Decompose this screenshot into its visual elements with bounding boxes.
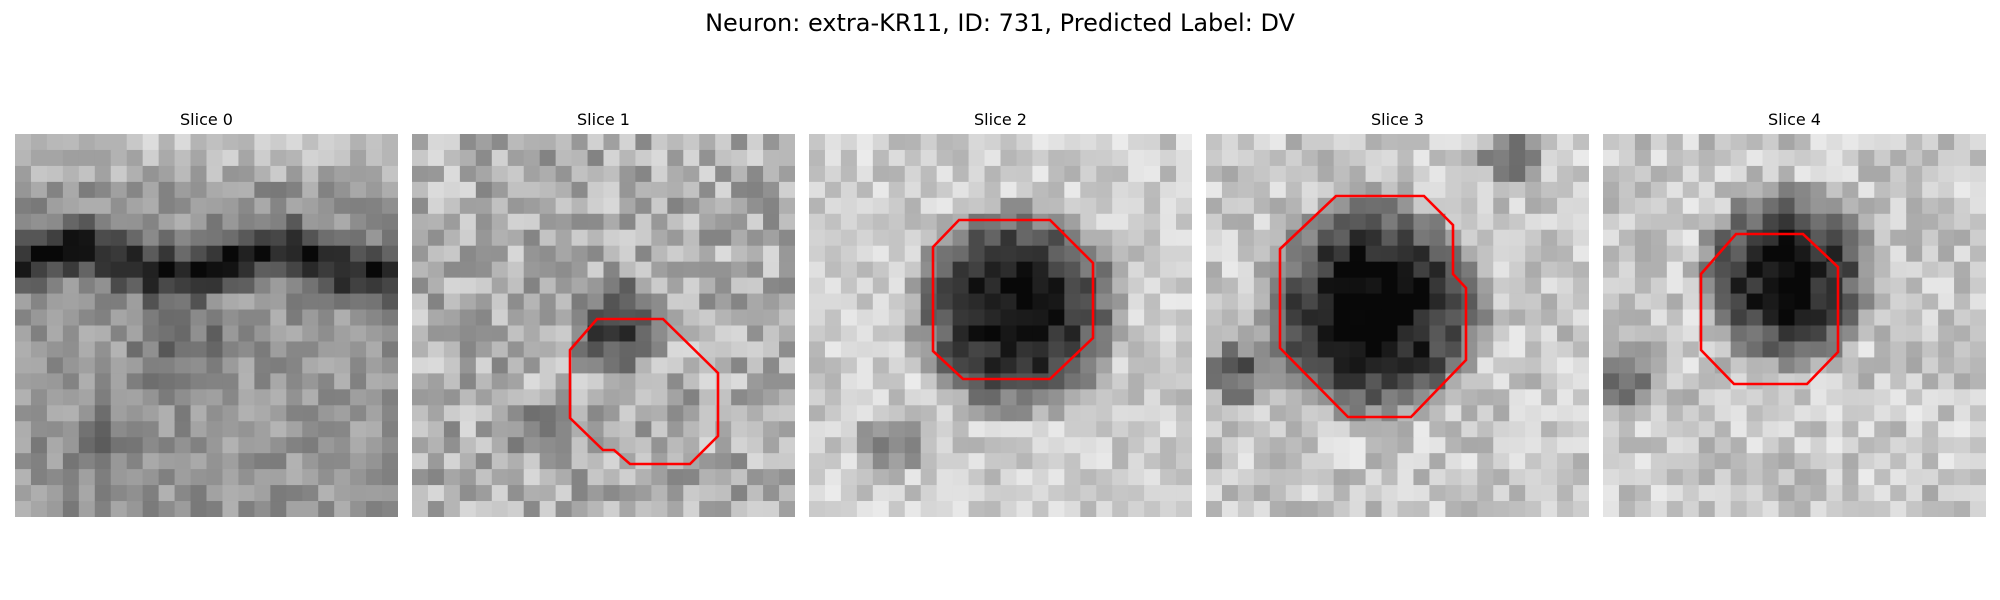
grayscale-pixels [809,134,1192,517]
slice-image-0 [15,134,398,517]
slice-panel-4: Slice 4 [1603,110,1986,517]
grayscale-pixels [1603,134,1986,517]
neuron-contour [1278,194,1468,419]
neuron-contour [931,218,1095,381]
grayscale-pixels [1206,134,1589,517]
slice-image-2 [809,134,1192,517]
slice-title: Slice 2 [974,110,1027,129]
neuron-contour [1699,232,1840,386]
slice-title: Slice 3 [1371,110,1424,129]
slice-image-1 [412,134,795,517]
slice-panel-2: Slice 2 [809,110,1192,517]
slice-title: Slice 1 [577,110,630,129]
slice-panel-3: Slice 3 [1206,110,1589,517]
slice-title: Slice 4 [1768,110,1821,129]
slice-image-4 [1603,134,1986,517]
grayscale-pixels [15,134,398,517]
slice-panel-1: Slice 1 [412,110,795,517]
slice-image-3 [1206,134,1589,517]
neuron-contour [568,317,720,466]
slice-panel-0: Slice 0 [15,110,398,517]
slice-title: Slice 0 [180,110,233,129]
figure-title: Neuron: extra-KR11, ID: 731, Predicted L… [705,9,1295,37]
grayscale-pixels [412,134,795,517]
